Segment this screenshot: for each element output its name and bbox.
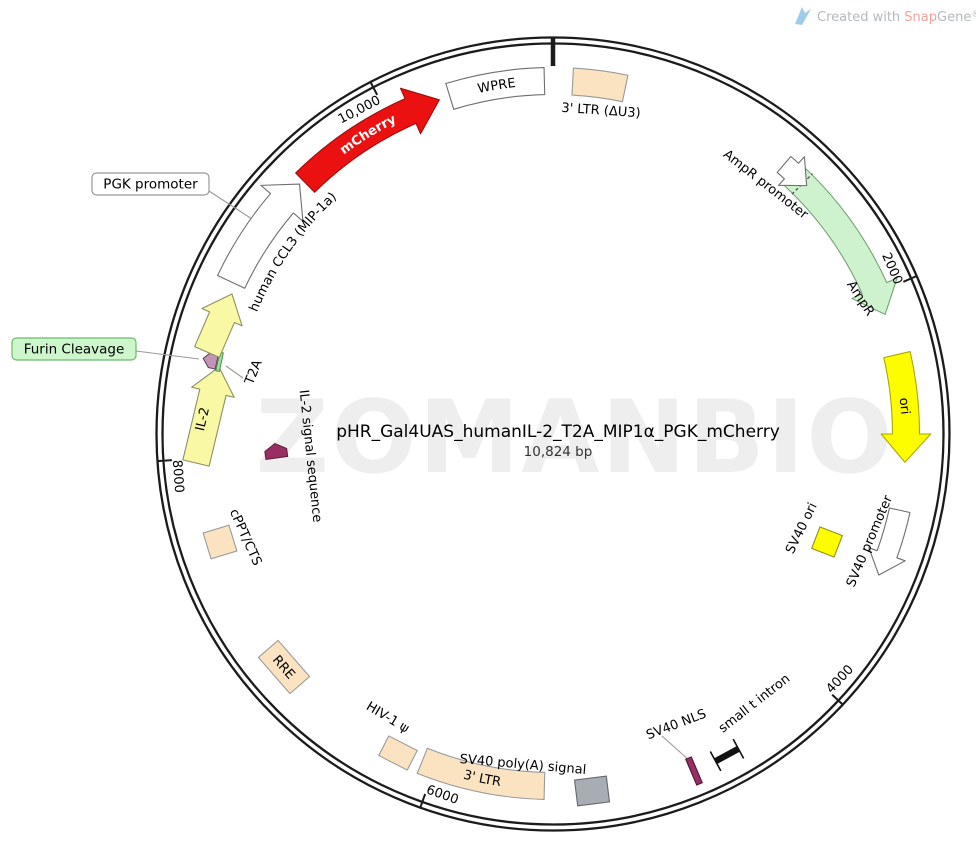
rre-feature xyxy=(257,639,311,695)
sv40-ori-feature xyxy=(810,526,844,558)
3-ltr-u3-feature xyxy=(571,67,629,103)
tick-6000 xyxy=(419,793,427,808)
ampr-boundary-dash xyxy=(791,173,813,195)
credit-text: Created with SnapGene® xyxy=(817,10,976,25)
tick-label-8000: 8000 xyxy=(169,459,186,493)
ori-label: ori xyxy=(896,397,913,415)
furin-cleavage-callout-line xyxy=(135,350,200,360)
ampr-promoter-feature xyxy=(776,155,808,187)
il-2-label: IL-2 xyxy=(193,406,213,433)
furin-cleavage-label-box xyxy=(11,337,137,361)
ampr-feature xyxy=(782,163,898,315)
t2a-feature xyxy=(194,293,243,358)
tick-2000 xyxy=(902,275,918,283)
mcherry-feature xyxy=(295,87,440,193)
plasmid-size: 10,824 bp xyxy=(524,444,593,460)
wpre-feature xyxy=(445,67,546,111)
watermark-text: ZOMANBIO xyxy=(256,378,895,496)
hiv-1-label: HIV-1 ψ xyxy=(363,699,411,736)
sv40-nls-callout-line xyxy=(661,735,691,762)
pgk-promoter-callout-line xyxy=(208,190,253,220)
ori-feature xyxy=(880,351,932,463)
il-2-feature xyxy=(182,366,235,467)
small-t-intron-label: small t intron xyxy=(716,671,793,736)
cppt-cts-feature xyxy=(202,524,238,560)
snapgene-logo-icon xyxy=(795,7,811,25)
tick-10-000 xyxy=(369,81,379,96)
sv40-nls-feature xyxy=(685,756,703,786)
pgk-promoter-label: PGK promoter xyxy=(103,177,198,193)
3-ltr-feature xyxy=(416,747,546,800)
snapgene-credit: Created with SnapGene® xyxy=(795,7,976,25)
sv40-poly-a-signal-feature xyxy=(573,775,611,807)
pgk-promoter-label-box xyxy=(91,172,210,196)
tick-label-4000: 4000 xyxy=(823,662,857,696)
wpre-label: WPRE xyxy=(476,76,516,97)
hiv-1-feature xyxy=(378,735,418,771)
il-2-signal-sequence-feature xyxy=(264,443,289,461)
sv40-promoter-feature xyxy=(868,507,911,576)
human-ccl3-mip-1a-feature xyxy=(217,183,304,289)
callout-lines xyxy=(135,190,691,762)
furin-cleavage-label: Furin Cleavage xyxy=(24,342,125,358)
sv40-nls-label: SV40 NLS xyxy=(644,707,708,744)
t2a-callout-line xyxy=(225,365,244,379)
plasmid-title: pHR_Gal4UAS_humanIL-2_T2A_MIP1α_PGK_mChe… xyxy=(336,422,780,442)
3-ltr-u3-label: 3' LTR (ΔU3) xyxy=(561,101,641,121)
small-t-intron-feature xyxy=(709,738,745,772)
feature-layer xyxy=(182,67,932,807)
tick-4000 xyxy=(831,693,844,706)
tick-8000 xyxy=(157,459,172,463)
